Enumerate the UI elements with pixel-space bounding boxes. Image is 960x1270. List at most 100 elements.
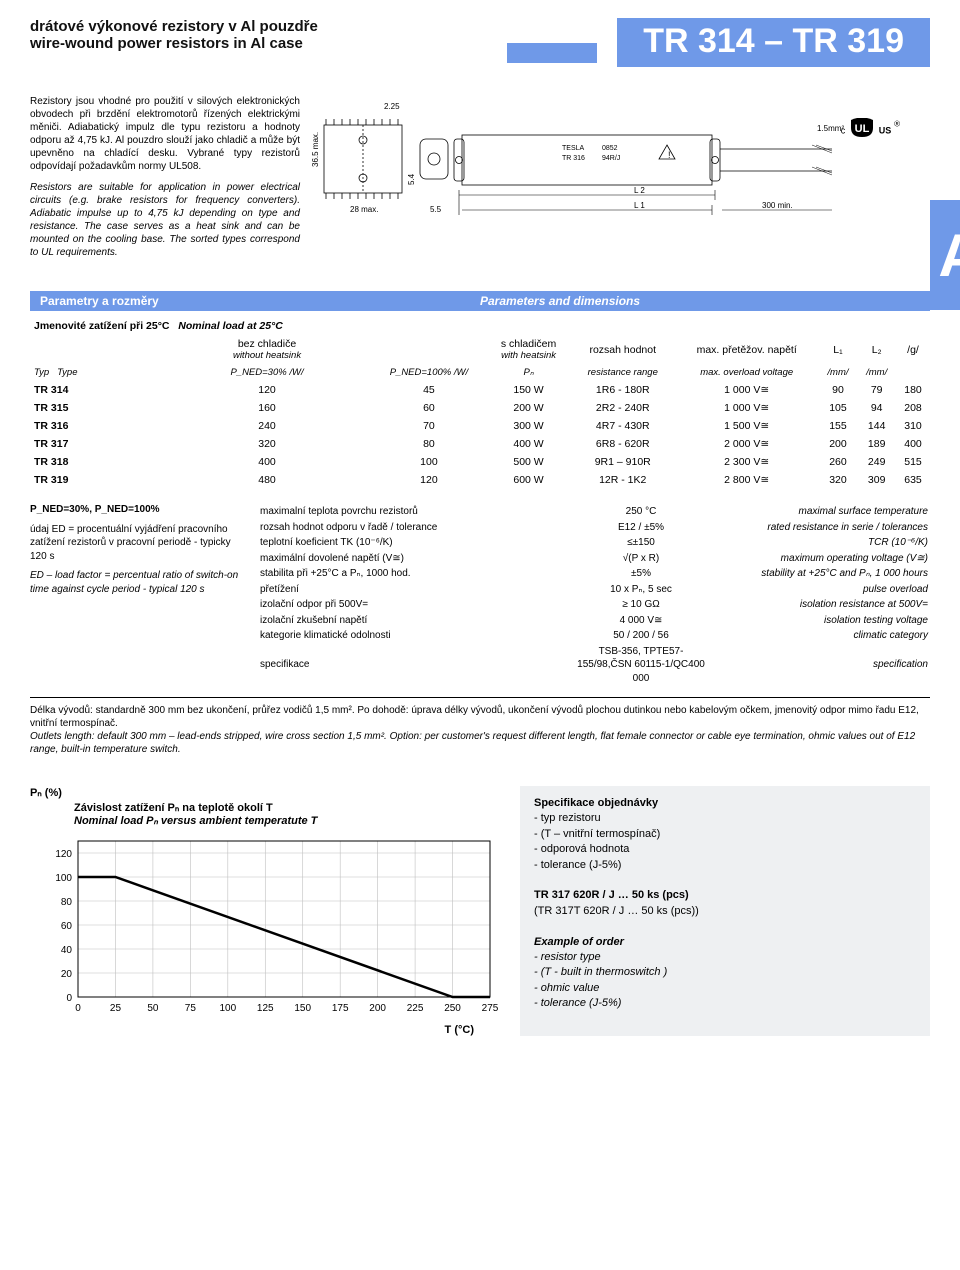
spec-value: √(P x R) <box>576 552 706 566</box>
spec-en: maximum operating voltage (V≅) <box>708 552 928 566</box>
svg-text:100: 100 <box>219 1003 236 1014</box>
table-cell: 260 <box>819 453 858 471</box>
order-block: Specifikace objednávky - typ rezistoru- … <box>520 786 930 1036</box>
chart-ylabel: Pₙ (%) <box>30 786 500 799</box>
svg-text:!: ! <box>668 150 671 160</box>
svg-text:100: 100 <box>55 873 72 884</box>
bottom-row: Pₙ (%) Závislost zatížení Pₙ na teplotě … <box>30 786 930 1036</box>
table-cell: 2 300 V≅ <box>675 453 819 471</box>
table-row: TR 31516060200 W2R2 - 240R1 000 V≅105942… <box>30 399 930 417</box>
dim-15mm2: 1.5mm² <box>817 124 844 133</box>
h-volt-cz: max. přetěžov. napětí <box>675 335 819 364</box>
spec-value: ≥ 10 GΩ <box>576 598 706 612</box>
order-item: - tolerance (J-5%) <box>534 996 916 1011</box>
table-cell: 120 <box>163 381 372 399</box>
svg-text:225: 225 <box>407 1003 424 1014</box>
h-p100: P_NED=100% /W/ <box>371 364 486 381</box>
table-cell: TR 314 <box>30 381 163 399</box>
spec-value: 4 000 V≅ <box>576 614 706 628</box>
svg-text:25: 25 <box>110 1003 122 1014</box>
table-cell: 515 <box>896 453 930 471</box>
order-example-sub: (TR 317T 620R / J … 50 ks (pcs)) <box>534 904 916 919</box>
svg-text:80: 80 <box>61 897 73 908</box>
h-nom-en: Nominal load at 25°C <box>178 320 283 332</box>
dim-365: 36.5 max. <box>312 132 320 167</box>
order-item: - (T – vnitřní termospínač) <box>534 827 916 842</box>
table-cell: TR 318 <box>30 453 163 471</box>
table-row: TR 318400100500 W9R1 – 910R2 300 V≅26024… <box>30 453 930 471</box>
spec-cz: maximální dovolené napětí (V≅) <box>260 552 574 566</box>
outlets-en: Outlets length: default 300 mm – lead-en… <box>30 730 930 756</box>
table-cell: 249 <box>857 453 896 471</box>
spec-row: izolační odpor při 500V= ≥ 10 GΩ isolati… <box>260 598 928 612</box>
h-type: Type <box>57 367 77 378</box>
table-cell: 1 000 V≅ <box>675 399 819 417</box>
spec-row: kategorie klimatické odolnosti 50 / 200 … <box>260 629 928 643</box>
h-nom-cz: Jmenovité zatížení při 25°C <box>34 320 170 332</box>
table-cell: 94 <box>857 399 896 417</box>
desc-cz: Rezistory jsou vhodné pro použití v silo… <box>30 95 300 173</box>
h-l1: L₁ <box>819 335 858 364</box>
table-cell: 300 W <box>486 417 570 435</box>
table-cell: 208 <box>896 399 930 417</box>
spec-value: ±5% <box>576 567 706 581</box>
description-row: Rezistory jsou vhodné pro použití v silo… <box>30 95 930 267</box>
dim-l2: L 2 <box>634 186 645 195</box>
table-cell: 1R6 - 180R <box>571 381 675 399</box>
table-cell: 6R8 - 620R <box>571 435 675 453</box>
sec-head-right: Parameters and dimensions <box>480 294 920 308</box>
table-cell: 400 <box>896 435 930 453</box>
h-volt-en: max. overload voltage <box>675 364 819 381</box>
spec-value: ≤±150 <box>576 536 706 550</box>
table-cell: 120 <box>371 471 486 489</box>
spec-row: přetížení 10 x Pₙ, 5 sec pulse overload <box>260 583 928 597</box>
h-mm-2: /mm/ <box>857 364 896 381</box>
spec-value: TSB-356, TPTE57-155/98,ČSN 60115-1/QC400… <box>576 645 706 686</box>
dim-55: 5.5 <box>430 205 442 214</box>
table-cell: 200 <box>819 435 858 453</box>
table-row: TR 31732080400 W6R8 - 620R2 000 V≅200189… <box>30 435 930 453</box>
table-cell: TR 316 <box>30 417 163 435</box>
svg-text:120: 120 <box>55 849 72 860</box>
table-cell: 2 000 V≅ <box>675 435 819 453</box>
table-cell: 144 <box>857 417 896 435</box>
order-item: - ohmic value <box>534 981 916 996</box>
table-cell: 310 <box>896 417 930 435</box>
spec-cz: přetížení <box>260 583 574 597</box>
table-cell: 155 <box>819 417 858 435</box>
spec-en: climatic category <box>708 629 928 643</box>
chart-xlabel: T (°C) <box>30 1024 474 1036</box>
spec-row: stabilita při +25°C a Pₙ, 1000 hod. ±5% … <box>260 567 928 581</box>
chart-title-en: Nominal load Pₙ versus ambient temperatu… <box>74 814 317 827</box>
spec-en: stability at +25°C and Pₙ, 1 000 hours <box>708 567 928 581</box>
svg-text:60: 60 <box>61 921 73 932</box>
table-row: TR 319480120600 W12R - 1K22 800 V≅320309… <box>30 471 930 489</box>
specs-mid: maximalní teplota povrchu rezistorů 250 … <box>258 503 930 687</box>
table-cell: 189 <box>857 435 896 453</box>
table-cell: 90 <box>819 381 858 399</box>
table-row: TR 31412045150 W1R6 - 180R1 000 V≅907918… <box>30 381 930 399</box>
spec-row: izolační zkušební napětí 4 000 V≅ isolat… <box>260 614 928 628</box>
table-cell: 80 <box>371 435 486 453</box>
table-cell: TR 319 <box>30 471 163 489</box>
svg-text:50: 50 <box>147 1003 159 1014</box>
spec-value: 10 x Pₙ, 5 sec <box>576 583 706 597</box>
parameters-table: Jmenovité zatížení při 25°C Nominal load… <box>30 317 930 489</box>
h-wo-cz: bez chladiče <box>167 338 368 350</box>
drawing-type: TR 316 <box>562 155 585 162</box>
spec-cz: maximalní teplota povrchu rezistorů <box>260 505 574 519</box>
spec-row: teplotní koeficient TK (10⁻⁶/K) ≤±150 TC… <box>260 536 928 550</box>
table-cell: 9R1 – 910R <box>571 453 675 471</box>
spec-cz: stabilita při +25°C a Pₙ, 1000 hod. <box>260 567 574 581</box>
h-range-cz: rozsah hodnot <box>571 335 675 364</box>
spec-cz: kategorie klimatické odolnosti <box>260 629 574 643</box>
drawing-code: 0852 <box>602 145 618 152</box>
spec-value: 250 °C <box>576 505 706 519</box>
spec-en: pulse overload <box>708 583 928 597</box>
table-cell: 45 <box>371 381 486 399</box>
svg-text:175: 175 <box>332 1003 349 1014</box>
table-cell: 480 <box>163 471 372 489</box>
table-cell: 2 800 V≅ <box>675 471 819 489</box>
table-cell: 320 <box>819 471 858 489</box>
table-cell: 70 <box>371 417 486 435</box>
